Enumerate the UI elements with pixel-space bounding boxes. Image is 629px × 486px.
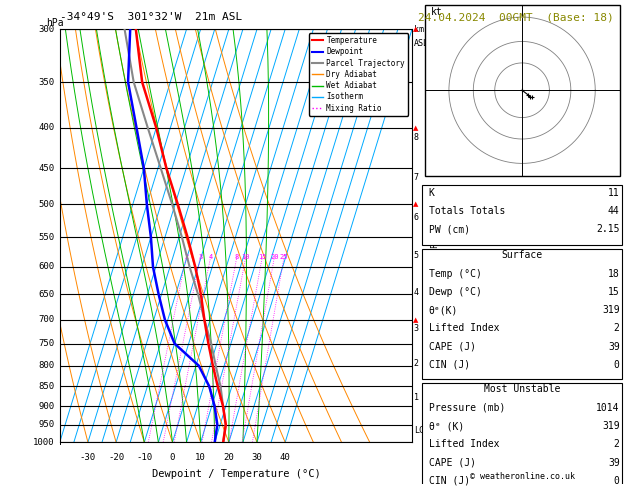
Text: 40: 40 <box>280 452 291 462</box>
Text: 3: 3 <box>414 324 419 333</box>
Text: 24.04.2024  00GMT  (Base: 18): 24.04.2024 00GMT (Base: 18) <box>418 12 614 22</box>
Text: 20: 20 <box>270 254 279 260</box>
Text: -34°49'S  301°32'W  21m ASL: -34°49'S 301°32'W 21m ASL <box>60 12 242 22</box>
Text: hPa: hPa <box>46 18 64 28</box>
FancyBboxPatch shape <box>423 249 621 379</box>
Text: Lifted Index: Lifted Index <box>429 439 499 449</box>
Text: 550: 550 <box>38 233 55 242</box>
Text: -30: -30 <box>80 452 96 462</box>
Text: K: K <box>429 188 435 198</box>
Text: 4: 4 <box>414 288 419 297</box>
Text: PW (cm): PW (cm) <box>429 224 470 234</box>
Text: 2: 2 <box>184 254 189 260</box>
Text: 2: 2 <box>414 359 419 368</box>
Text: Temp (°C): Temp (°C) <box>429 268 482 278</box>
Text: 8: 8 <box>235 254 239 260</box>
Text: -10: -10 <box>136 452 152 462</box>
Text: Pressure (mb): Pressure (mb) <box>429 403 505 413</box>
Text: 15: 15 <box>258 254 267 260</box>
Text: 2.15: 2.15 <box>596 224 620 234</box>
Text: 11: 11 <box>608 188 620 198</box>
Text: 900: 900 <box>38 401 55 411</box>
Text: ▲: ▲ <box>413 201 418 208</box>
FancyBboxPatch shape <box>423 383 621 486</box>
Legend: Temperature, Dewpoint, Parcel Trajectory, Dry Adiabat, Wet Adiabat, Isotherm, Mi: Temperature, Dewpoint, Parcel Trajectory… <box>309 33 408 116</box>
Text: 350: 350 <box>38 78 55 87</box>
Text: 1: 1 <box>414 393 419 402</box>
Text: 18: 18 <box>608 268 620 278</box>
Text: 0: 0 <box>170 452 175 462</box>
Text: CAPE (J): CAPE (J) <box>429 342 476 352</box>
Text: km: km <box>414 25 424 34</box>
Text: 8: 8 <box>414 133 419 142</box>
Text: 800: 800 <box>38 361 55 370</box>
Text: 950: 950 <box>38 420 55 429</box>
Text: 400: 400 <box>38 123 55 132</box>
Text: -20: -20 <box>108 452 124 462</box>
Text: Mixing Ratio (g/kg): Mixing Ratio (g/kg) <box>431 192 440 279</box>
Text: 7: 7 <box>414 173 419 182</box>
Text: 4: 4 <box>209 254 213 260</box>
Text: 3: 3 <box>198 254 203 260</box>
Text: CIN (J): CIN (J) <box>429 476 470 486</box>
Text: 15: 15 <box>608 287 620 297</box>
Text: 39: 39 <box>608 342 620 352</box>
Text: Lifted Index: Lifted Index <box>429 323 499 333</box>
Text: 44: 44 <box>608 206 620 216</box>
Text: 750: 750 <box>38 339 55 348</box>
Text: 5: 5 <box>414 251 419 260</box>
Text: 0: 0 <box>614 476 620 486</box>
Text: 20: 20 <box>223 452 234 462</box>
Text: ▲: ▲ <box>413 125 418 131</box>
Text: 319: 319 <box>602 421 620 431</box>
Text: 650: 650 <box>38 290 55 299</box>
Text: 319: 319 <box>602 305 620 315</box>
Text: 1014: 1014 <box>596 403 620 413</box>
Text: 2: 2 <box>614 439 620 449</box>
Text: ▲: ▲ <box>413 26 418 32</box>
Text: CAPE (J): CAPE (J) <box>429 458 476 468</box>
Text: θᵉ(K): θᵉ(K) <box>429 305 458 315</box>
Text: 30: 30 <box>252 452 262 462</box>
FancyBboxPatch shape <box>423 185 621 245</box>
Text: 10: 10 <box>195 452 206 462</box>
Text: 1000: 1000 <box>33 438 55 447</box>
Text: ▲: ▲ <box>413 317 418 323</box>
Text: 450: 450 <box>38 164 55 173</box>
Text: 600: 600 <box>38 262 55 272</box>
Text: ASL: ASL <box>414 39 429 49</box>
Text: LCL: LCL <box>414 426 429 434</box>
Text: Dewpoint / Temperature (°C): Dewpoint / Temperature (°C) <box>152 469 320 479</box>
Text: Dewp (°C): Dewp (°C) <box>429 287 482 297</box>
Text: 10: 10 <box>242 254 250 260</box>
Text: 25: 25 <box>280 254 288 260</box>
Text: CIN (J): CIN (J) <box>429 360 470 370</box>
Text: Most Unstable: Most Unstable <box>484 384 560 395</box>
Text: 39: 39 <box>608 458 620 468</box>
Text: Totals Totals: Totals Totals <box>429 206 505 216</box>
Text: © weatheronline.co.uk: © weatheronline.co.uk <box>470 472 574 481</box>
Text: 6: 6 <box>414 213 419 222</box>
Text: 300: 300 <box>38 25 55 34</box>
FancyBboxPatch shape <box>425 5 620 175</box>
Text: 500: 500 <box>38 200 55 209</box>
Text: 850: 850 <box>38 382 55 391</box>
Text: Surface: Surface <box>501 250 543 260</box>
Text: kt: kt <box>431 7 442 17</box>
Text: θᵉ (K): θᵉ (K) <box>429 421 464 431</box>
Text: 0: 0 <box>614 360 620 370</box>
Text: 700: 700 <box>38 315 55 324</box>
Text: 2: 2 <box>614 323 620 333</box>
